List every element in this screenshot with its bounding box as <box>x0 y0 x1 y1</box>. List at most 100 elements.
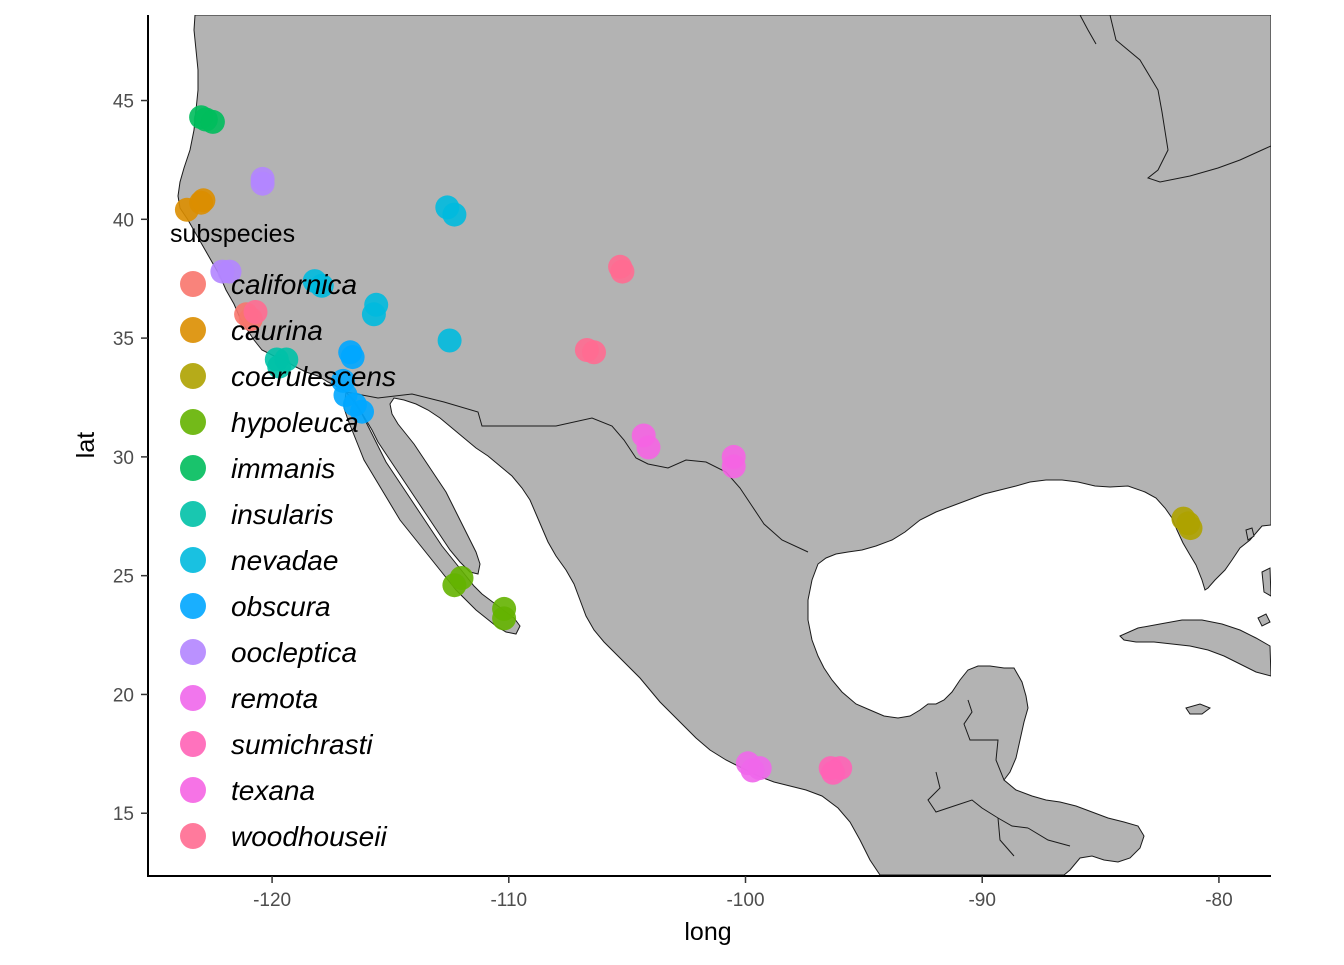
series-sumichrasti <box>818 756 853 785</box>
legend-label: oocleptica <box>231 637 357 668</box>
y-tick-label: 20 <box>113 685 134 706</box>
points-layer <box>174 105 1203 785</box>
x-axis-ticks: -120 -110 -100 -90 -80 <box>253 876 1233 911</box>
series-caurina <box>174 188 216 222</box>
legend-key <box>180 823 206 849</box>
point-oocleptica-1 <box>250 171 275 196</box>
legend-key <box>180 639 206 665</box>
legend-label: insularis <box>231 499 334 530</box>
x-tick-label: -100 <box>726 890 764 911</box>
legend-key <box>180 317 206 343</box>
point-obscura-1 <box>340 345 365 370</box>
legend-key <box>180 685 206 711</box>
series-woodhouseii <box>243 254 635 365</box>
point-nevadae-5 <box>442 202 467 227</box>
point-immanis-2 <box>200 109 225 134</box>
y-tick-label: 15 <box>113 804 134 825</box>
legend-item-caurina: caurina <box>180 315 323 346</box>
series-hypoleuca <box>442 566 517 631</box>
point-woodhouseii-1 <box>610 259 635 284</box>
point-woodhouseii-3 <box>582 340 606 365</box>
legend-key <box>180 593 206 619</box>
series-texana <box>631 423 746 479</box>
point-hypoleuca-1 <box>442 573 467 598</box>
y-tick-label: 25 <box>113 567 134 588</box>
point-hypoleuca-3 <box>492 606 517 631</box>
legend-label: obscura <box>231 591 331 622</box>
legend-label: remota <box>231 683 318 714</box>
point-coerulescens-2 <box>1178 516 1203 541</box>
point-nevadae-1 <box>309 273 334 298</box>
y-tick-label: 35 <box>113 329 134 350</box>
us-canada-border <box>1109 15 1271 183</box>
y-axis-ticks: 15 20 25 30 35 40 45 <box>113 92 148 825</box>
legend-item-immanis: immanis <box>180 453 335 484</box>
point-caurina-2 <box>191 188 216 213</box>
legend-item-obscura: obscura <box>180 591 331 622</box>
legend-item-californica: californica <box>180 269 357 300</box>
series-coerulescens <box>1171 506 1203 541</box>
great-lakes-shore <box>1079 15 1097 45</box>
legend: subspecies californica caurina coerulescen… <box>170 220 396 852</box>
point-texana-3 <box>721 454 746 479</box>
point-nevadae-3 <box>361 302 386 327</box>
legend-label: texana <box>231 775 315 806</box>
point-remota-2 <box>747 756 772 781</box>
land-jamaica <box>1185 703 1212 715</box>
legend-item-nevadae: nevadae <box>180 545 338 576</box>
us-mexico-border <box>345 391 809 553</box>
series-obscura <box>331 340 374 424</box>
legend-label: californica <box>231 269 357 300</box>
legend-key <box>180 547 206 573</box>
legend-key <box>180 271 206 297</box>
y-axis-title: lat <box>72 432 100 458</box>
x-tick-label: -120 <box>253 890 291 911</box>
point-oocleptica-3 <box>217 259 242 284</box>
point-woodhouseii-4 <box>243 300 268 324</box>
legend-key <box>180 455 206 481</box>
legend-label: woodhouseii <box>231 821 387 852</box>
series-immanis <box>189 105 225 134</box>
legend-item-hypoleuca: hypoleuca <box>180 407 359 438</box>
series-remota <box>735 751 772 783</box>
land-cuba <box>1119 619 1271 677</box>
y-tick-label: 40 <box>113 210 134 231</box>
point-obscura-5 <box>350 399 374 424</box>
central-america-borders <box>927 699 1071 857</box>
legend-item-sumichrasti: sumichrasti <box>180 729 373 760</box>
legend-item-oocleptica: oocleptica <box>180 637 357 668</box>
legend-label: nevadae <box>231 545 338 576</box>
y-tick-label: 45 <box>113 92 134 113</box>
point-nevadae-6 <box>437 328 462 353</box>
series-oocleptica <box>210 166 275 284</box>
legend-label: caurina <box>231 315 323 346</box>
x-axis-title: long <box>684 918 731 946</box>
series-nevadae <box>302 195 467 353</box>
legend-item-coerulescens: coerulescens <box>180 361 396 392</box>
legend-item-texana: texana <box>180 775 315 806</box>
legend-key <box>180 501 206 527</box>
legend-label: hypoleuca <box>231 407 359 438</box>
x-tick-label: -110 <box>490 890 527 911</box>
x-tick-label: -90 <box>968 890 995 911</box>
y-tick-label: 30 <box>113 448 134 469</box>
legend-item-woodhouseii: woodhouseii <box>180 821 387 852</box>
legend-key <box>180 731 206 757</box>
legend-label: immanis <box>231 453 335 484</box>
legend-items: californica caurina coerulescens hypoleuca i… <box>180 269 396 852</box>
land-bahamas <box>1245 527 1271 627</box>
legend-item-insularis: insularis <box>180 499 334 530</box>
point-insularis-2 <box>267 354 292 379</box>
legend-key <box>180 409 206 435</box>
legend-title: subspecies <box>170 220 295 248</box>
legend-item-remota: remota <box>180 683 318 714</box>
legend-label: coerulescens <box>231 361 396 392</box>
point-sumichrasti-2 <box>821 760 846 785</box>
point-texana-1 <box>636 435 661 460</box>
series-insularis <box>264 347 299 379</box>
legend-key <box>180 777 206 803</box>
legend-key <box>180 363 206 389</box>
legend-label: sumichrasti <box>231 729 373 760</box>
